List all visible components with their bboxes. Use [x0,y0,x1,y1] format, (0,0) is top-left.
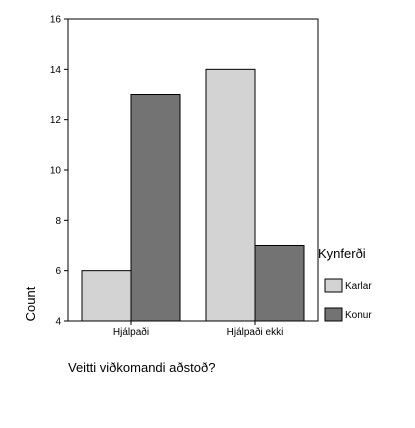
plot-area [81,68,305,322]
legend-swatch-konur [324,307,343,322]
y-tick-label: 6 [55,266,61,277]
legend-swatch-karlar [324,278,343,293]
bar-konur-1 [130,94,181,322]
legend-label-karlar: Karlar [345,281,372,292]
y-tick-label: 4 [55,317,61,328]
y-tick-label: 16 [50,15,62,26]
bar-karlar-1 [81,270,132,322]
bar-karlar-2 [205,68,256,322]
x-tick-label: Hjálpaði [113,326,149,338]
y-tick-label: 14 [50,65,62,76]
bar-konur-2 [254,245,305,322]
legend: Kynferði Karlar Konur [318,246,372,322]
y-tick-label: 8 [55,216,61,227]
legend-label-konur: Konur [345,310,372,321]
x-axis-title: Veitti viðkomandi aðstoð? [68,360,215,375]
y-tick-label: 12 [50,115,62,126]
axes: 4 6 8 10 12 14 16 Hjálpaði Hjálpaði ekki [50,15,319,338]
legend-title: Kynferði [318,246,366,261]
y-tick-label: 10 [50,166,62,177]
y-axis-title: Count [23,286,38,321]
x-tick-label: Hjálpaði ekki [227,326,284,338]
